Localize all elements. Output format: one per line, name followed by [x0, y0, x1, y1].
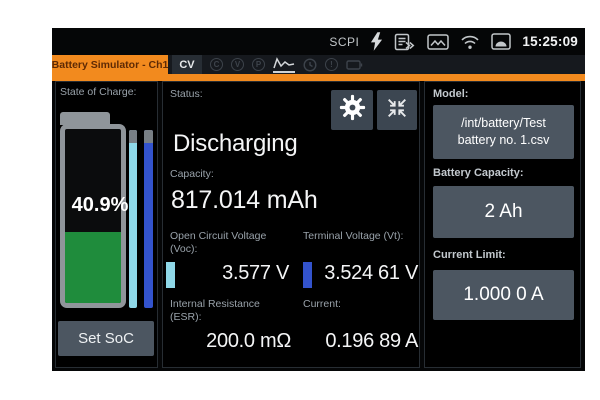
accent-divider [52, 74, 585, 81]
vt-level-bar [144, 130, 153, 308]
soc-panel: State of Charge: 40.9% Set SoC [55, 81, 158, 368]
vt-value: 3.524 61 V [324, 262, 418, 284]
power-view-icon[interactable]: P [252, 58, 265, 71]
soc-value: 40.9% [71, 194, 129, 216]
current-value: 0.196 89 A [325, 330, 418, 352]
status-bar: SCPI [52, 28, 585, 55]
scpi-indicator: SCPI [329, 34, 360, 49]
current-limit-field[interactable]: 1.000 0 A [433, 270, 574, 320]
gear-icon [339, 94, 366, 126]
current-view-icon[interactable]: C [210, 58, 223, 71]
voc-value: 3.577 V [222, 262, 289, 284]
alert-view-icon[interactable]: ! [325, 58, 338, 71]
voltage-view-icon[interactable]: V [231, 58, 244, 71]
set-soc-button[interactable]: Set SoC [58, 321, 154, 356]
power-icon [370, 32, 383, 51]
timer-view-icon[interactable] [303, 57, 317, 72]
capacity-label: Capacity: [170, 168, 214, 180]
tab-cv-mode[interactable]: CV [172, 55, 202, 74]
voc-level-bar-cap [129, 130, 137, 143]
log-export-icon [394, 33, 416, 51]
voc-level-bar [129, 130, 137, 308]
status-panel: Status: [162, 81, 420, 368]
vt-level-bar-cap [144, 130, 153, 143]
esr-label: Internal Resistance (ESR): [170, 298, 260, 323]
battery-capacity-field[interactable]: 2 Ah [433, 186, 574, 238]
device-screen: SCPI [52, 28, 585, 371]
settings-button[interactable] [331, 90, 373, 130]
battery-graphic [60, 124, 126, 308]
tab-bar: Battery Simulator - Ch1 CV C V P ! [52, 55, 585, 74]
waveform-view-icon[interactable] [273, 56, 295, 73]
display-icon [491, 33, 512, 50]
screenshot-icon [427, 33, 450, 50]
vt-label: Terminal Voltage (Vt): [303, 230, 404, 242]
collapse-icon [385, 96, 409, 125]
status-value: Discharging [173, 130, 298, 157]
battery-view-icon[interactable] [346, 59, 363, 70]
view-icon-strip: C V P ! [210, 55, 363, 74]
main-area: State of Charge: 40.9% Set SoC Status: [52, 81, 585, 371]
vt-marker [303, 262, 312, 288]
collapse-button[interactable] [377, 90, 417, 130]
capacity-value: 817.014 mAh [171, 186, 318, 214]
model-field[interactable]: /int/battery/Test battery no. 1.csv [433, 105, 574, 159]
current-label: Current: [303, 298, 341, 310]
soc-title: State of Charge: [60, 86, 137, 98]
voc-label: Open Circuit Voltage (Voc): [170, 230, 267, 255]
settings-panel: Model: /int/battery/Test battery no. 1.c… [424, 81, 581, 368]
model-label: Model: [433, 88, 469, 100]
current-limit-label: Current Limit: [433, 249, 506, 261]
voc-marker [166, 262, 175, 288]
status-label: Status: [170, 88, 203, 100]
tab-battery-simulator-ch1[interactable]: Battery Simulator - Ch1 [52, 55, 168, 74]
battery-cap-graphic [60, 112, 110, 125]
wifi-icon [460, 34, 480, 50]
clock-time: 15:25:09 [522, 34, 578, 49]
battery-capacity-label: Battery Capacity: [433, 167, 524, 179]
battery-fill [65, 231, 121, 303]
esr-value: 200.0 mΩ [206, 330, 291, 352]
